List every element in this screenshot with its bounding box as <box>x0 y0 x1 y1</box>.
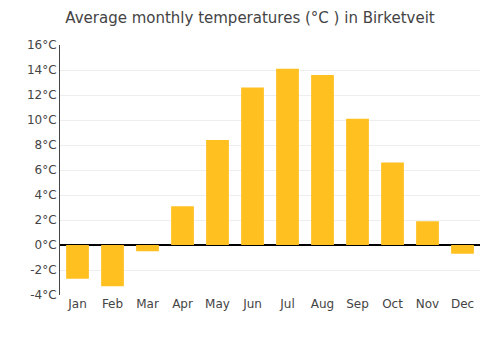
svg-text:Jan: Jan <box>67 297 87 311</box>
svg-text:Jun: Jun <box>242 297 262 311</box>
svg-text:14°C: 14°C <box>27 63 57 77</box>
svg-text:12°C: 12°C <box>27 88 57 102</box>
svg-text:6°C: 6°C <box>35 163 57 177</box>
svg-text:Jul: Jul <box>279 297 294 311</box>
svg-text:4°C: 4°C <box>35 188 57 202</box>
svg-text:8°C: 8°C <box>35 138 57 152</box>
svg-text:-4°C: -4°C <box>30 288 56 302</box>
svg-text:Aug: Aug <box>311 297 334 311</box>
svg-text:16°C: 16°C <box>27 38 57 52</box>
svg-text:Mar: Mar <box>136 297 159 311</box>
svg-text:0°C: 0°C <box>35 238 57 252</box>
svg-text:10°C: 10°C <box>27 113 57 127</box>
svg-text:Average monthly temperatures (: Average monthly temperatures (°C ) in Bi… <box>65 9 435 27</box>
svg-text:May: May <box>205 297 230 311</box>
svg-text:Feb: Feb <box>102 297 123 311</box>
svg-text:Oct: Oct <box>382 297 403 311</box>
svg-text:Nov: Nov <box>416 297 439 311</box>
svg-text:2°C: 2°C <box>35 213 57 227</box>
svg-text:Dec: Dec <box>451 297 474 311</box>
svg-text:Apr: Apr <box>172 297 193 311</box>
svg-text:Sep: Sep <box>346 297 369 311</box>
svg-text:-2°C: -2°C <box>30 263 56 277</box>
